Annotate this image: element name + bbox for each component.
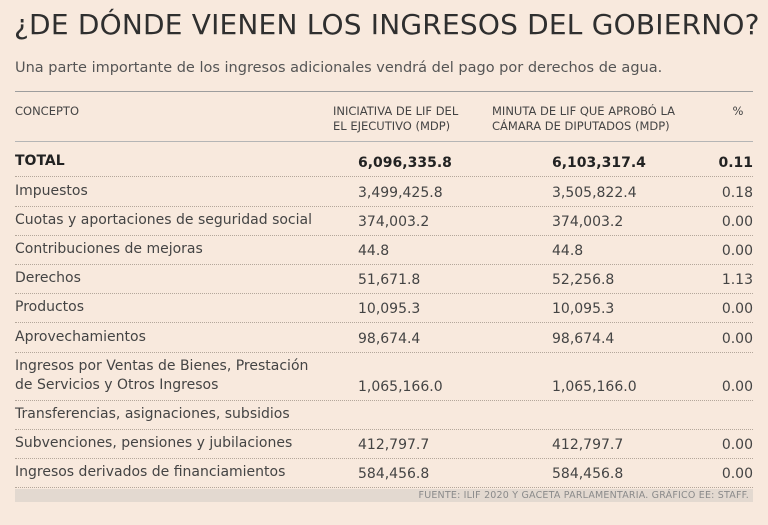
cell-minuta: 10,095.3: [552, 301, 615, 317]
cell-pct: 0.00: [721, 243, 753, 259]
header-minuta-line2: CÁMARA DE DIPUTADOS (MDP): [492, 119, 670, 133]
cell-concepto-line1: Derechos: [15, 270, 81, 286]
cell-iniciativa: 98,674.4: [358, 331, 421, 347]
cell-iniciativa: 374,003.2: [358, 214, 430, 230]
cell-concepto-line1: Transferencias, asignaciones, subsidios: [15, 406, 290, 422]
table-row: Transferencias, asignaciones, subsidios: [15, 401, 753, 430]
cell-concepto-line1: Contribuciones de mejoras: [15, 241, 203, 257]
header-rule: [15, 141, 753, 142]
cell-concepto: Cuotas y aportaciones de seguridad socia…: [15, 211, 312, 230]
cell-concepto-line1: Cuotas y aportaciones de seguridad socia…: [15, 212, 312, 228]
cell-iniciativa: 584,456.8: [358, 466, 430, 482]
table-row: Ingresos derivados de financiamientos 584…: [15, 459, 753, 488]
cell-minuta: 52,256.8: [552, 272, 615, 288]
cell-pct: 0.00: [721, 214, 753, 230]
cell-concepto-line2: de Servicios y Otros Ingresos: [15, 377, 219, 393]
cell-concepto-line1: Ingresos por Ventas de Bienes, Prestació…: [15, 358, 309, 374]
top-rule: [15, 91, 753, 92]
cell-iniciativa: 51,671.8: [358, 272, 421, 288]
table-row: Aprovechamientos 98,674.4 98,674.4 0.00: [15, 323, 753, 353]
cell-iniciativa: 44.8: [358, 243, 390, 259]
cell-concepto: Productos: [15, 298, 84, 317]
cell-iniciativa: 10,095.3: [358, 301, 421, 317]
header-iniciativa-line2: EL EJECUTIVO (MDP): [333, 119, 451, 133]
chart-subtitle: Una parte importante de los ingresos adi…: [15, 60, 663, 76]
cell-minuta: 1,065,166.0: [552, 379, 637, 395]
cell-concepto: Ingresos por Ventas de Bienes, Prestació…: [15, 357, 308, 395]
table-row: Productos 10,095.3 10,095.3 0.00: [15, 294, 753, 323]
table-row: Impuestos 3,499,425.8 3,505,822.4 0.18: [15, 177, 753, 207]
cell-concepto: Transferencias, asignaciones, subsidios: [15, 405, 290, 424]
cell-concepto: Derechos: [15, 269, 81, 288]
cell-minuta: 412,797.7: [552, 437, 624, 453]
chart-title: ¿DE DÓNDE VIENEN LOS INGRESOS DEL GOBIER…: [14, 8, 760, 41]
cell-iniciativa: 1,065,166.0: [358, 379, 443, 395]
table-row: Cuotas y aportaciones de seguridad socia…: [15, 207, 753, 236]
table-row: Derechos 51,671.8 52,256.8 1.13: [15, 265, 753, 294]
cell-concepto: Contribuciones de mejoras: [15, 240, 203, 259]
cell-pct: 0.00: [721, 301, 753, 317]
cell-minuta: 6,103,317.4: [552, 155, 646, 171]
source-note: FUENTE: ILIF 2020 Y GACETA PARLAMENTARIA…: [418, 490, 749, 501]
table-row: Contribuciones de mejoras 44.8 44.8 0.00: [15, 236, 753, 265]
cell-concepto-line1: Impuestos: [15, 183, 88, 199]
cell-pct: 0.00: [721, 466, 753, 482]
table-body: TOTAL 6,096,335.8 6,103,317.4 0.11 Impuestos…: [15, 148, 753, 488]
header-pct: %: [732, 104, 744, 118]
cell-pct: 0.11: [718, 155, 753, 171]
cell-concepto-line1: Ingresos derivados de financiamientos: [15, 464, 286, 480]
table-row: Subvenciones, pensiones y jubilaciones 41…: [15, 430, 753, 459]
cell-pct: 0.00: [721, 437, 753, 453]
cell-minuta: 44.8: [552, 243, 584, 259]
cell-iniciativa: 3,499,425.8: [358, 185, 443, 201]
cell-concepto-line1: Subvenciones, pensiones y jubilaciones: [15, 435, 293, 451]
cell-pct: 0.00: [721, 379, 753, 395]
table-row-total: TOTAL 6,096,335.8 6,103,317.4 0.11: [15, 148, 753, 177]
cell-concepto: Subvenciones, pensiones y jubilaciones: [15, 434, 292, 453]
header-iniciativa: INICIATIVA DE LIF DEL EL EJECUTIVO (MDP): [333, 104, 478, 134]
footer-band: FUENTE: ILIF 2020 Y GACETA PARLAMENTARIA…: [15, 489, 753, 502]
cell-pct: 1.13: [721, 272, 753, 288]
cell-concepto-line1: Aprovechamientos: [15, 329, 146, 345]
cell-concepto: Impuestos: [15, 182, 88, 201]
header-minuta: MINUTA DE LIF QUE APROBÓ LA CÁMARA DE DI…: [492, 104, 702, 134]
cell-pct: 0.18: [721, 185, 753, 201]
cell-minuta: 374,003.2: [552, 214, 624, 230]
cell-minuta: 98,674.4: [552, 331, 615, 347]
cell-concepto: TOTAL: [15, 152, 65, 171]
cell-minuta: 584,456.8: [552, 466, 624, 482]
cell-pct: 0.00: [721, 331, 753, 347]
cell-minuta: 3,505,822.4: [552, 185, 637, 201]
cell-iniciativa: 6,096,335.8: [358, 155, 452, 171]
header-iniciativa-line1: INICIATIVA DE LIF DEL: [333, 104, 459, 118]
cell-concepto-line1: Productos: [15, 299, 85, 315]
cell-concepto: Ingresos derivados de financiamientos: [15, 463, 285, 482]
cell-concepto: Aprovechamientos: [15, 328, 146, 347]
table-row: Ingresos por Ventas de Bienes, Prestació…: [15, 353, 753, 401]
header-minuta-line1: MINUTA DE LIF QUE APROBÓ LA: [492, 104, 676, 118]
header-concepto: CONCEPTO: [15, 104, 79, 118]
cell-iniciativa: 412,797.7: [358, 437, 430, 453]
cell-concepto-line1: TOTAL: [15, 153, 65, 169]
